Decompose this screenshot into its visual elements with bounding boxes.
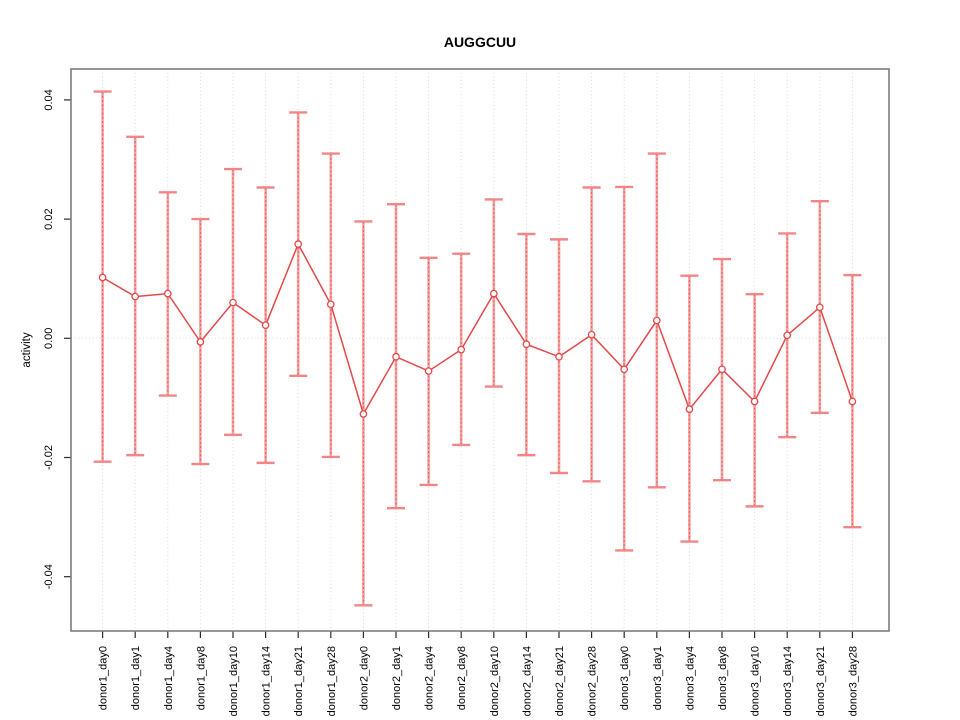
series-line [102,242,854,416]
data-point [685,405,694,414]
x-tick-label: donor2_day0 [358,646,370,710]
x-tick-label: donor2_day8 [456,646,468,710]
data-point [326,300,335,309]
x-tick-label: donor3_day4 [684,646,696,710]
y-tick-label: 0.04 [43,89,55,110]
x-tick-label: donor2_day10 [489,646,501,716]
x-tick-label: donor3_day1 [652,646,664,710]
data-point [424,367,433,375]
data-point [555,352,563,361]
x-tick-label: donor2_day4 [424,646,436,710]
x-tick-label: donor2_day21 [554,646,566,716]
x-tick-label: donor3_day0 [619,646,631,710]
x-tick-label: donor1_day14 [261,646,273,716]
x-tick-label: donor3_day14 [782,646,794,716]
data-point [489,289,498,298]
y-tick-label: 0.02 [43,208,55,229]
x-tick-label: donor1_day10 [228,646,240,716]
data-point [815,303,824,312]
data-point [522,340,531,349]
x-tick-label: donor3_day21 [815,646,827,716]
plot-border [70,68,890,632]
data-point [783,331,792,340]
chart-title: AUGGCUU [444,34,516,50]
y-tick-label: 0.00 [43,328,55,349]
data-point [620,365,629,374]
grid-layer [71,69,889,631]
data-point [652,316,661,325]
data-layer [93,90,862,607]
data-point [587,330,596,339]
data-point [229,298,237,307]
x-tick-label: donor1_day8 [195,646,207,710]
data-point [196,338,205,346]
y-axis-title: activity [21,332,33,367]
x-tick-label: donor2_day1 [391,646,403,710]
x-tick-label: donor1_day21 [293,646,305,716]
data-point [750,397,759,406]
y-tick-label: -0.02 [43,445,55,470]
data-point [261,321,270,330]
data-point [392,352,400,361]
x-tick-label: donor1_day28 [326,646,338,716]
x-tick-label: donor1_day1 [130,646,142,710]
x-tick-label: donor3_day8 [717,646,729,710]
data-point [131,292,140,301]
x-tick-label: donor2_day14 [521,646,533,716]
data-point [294,240,303,248]
x-tick-label: donor1_day4 [163,646,175,710]
data-point [718,365,726,374]
data-point [359,410,368,418]
data-point [848,397,857,406]
y-tick-label: -0.04 [43,564,55,589]
data-point [457,345,466,354]
x-tick-label: donor3_day28 [847,646,859,716]
x-tick-label: donor1_day0 [98,646,110,710]
x-tick-label: donor2_day28 [587,646,599,716]
data-point [98,273,107,282]
x-tick-label: donor3_day10 [750,646,762,716]
axis-layer: -0.04 -0.02 0.00 0.02 0.04 donor1_day0 donor1_… [43,89,859,716]
data-point [163,289,172,298]
